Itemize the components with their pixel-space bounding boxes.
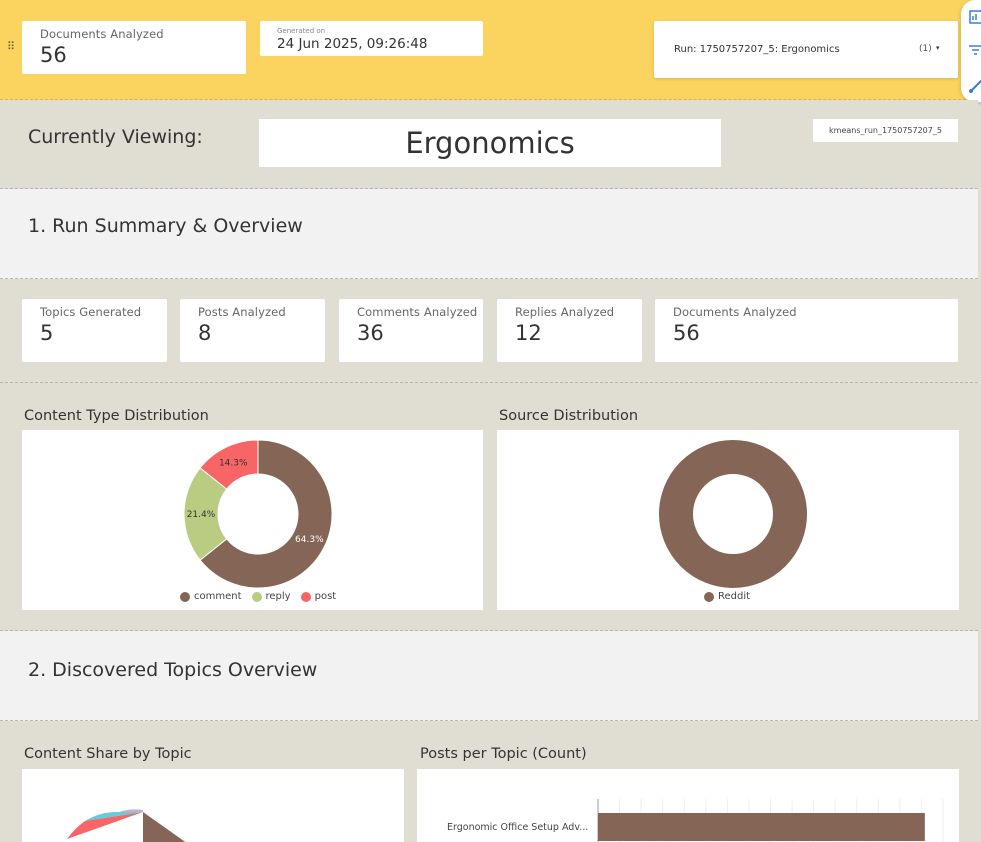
run-selector-count: (1) — [919, 44, 932, 54]
kpi-label: Documents Analyzed — [40, 27, 164, 41]
posts-per-topic-bars — [597, 799, 944, 842]
donut-data-label: 14.3% — [219, 459, 248, 469]
section-discovered-topics: 2. Discovered Topics Overview — [0, 631, 978, 721]
bar-value-label: 36 — [908, 822, 921, 833]
chart-legend: comment reply post — [180, 591, 336, 602]
chart-title: Content Type Distribution — [24, 408, 209, 424]
chevron-down-icon: ▾ — [936, 44, 940, 52]
bar-category-label: Ergonomic Office Setup Adv... — [447, 822, 589, 833]
chart-title: Posts per Topic (Count) — [420, 746, 587, 762]
add-chart-icon[interactable] — [968, 7, 981, 25]
run-selector[interactable]: Run: 1750757207_5: Ergonomics (1) ▾ — [654, 21, 958, 78]
legend-swatch — [251, 591, 262, 602]
header-docs-analyzed-card: Documents Analyzed 56 — [22, 21, 246, 74]
section-title: 2. Discovered Topics Overview — [28, 659, 318, 681]
kpi-label: Posts Analyzed — [198, 305, 286, 319]
side-toolbar — [961, 0, 981, 102]
kpi-posts-analyzed: Posts Analyzed 8 — [180, 299, 325, 362]
content-share-pie — [67, 809, 186, 842]
current-topic-title: Ergonomics — [259, 119, 721, 167]
kpi-topics-generated: Topics Generated 5 — [22, 299, 167, 362]
source-donut — [659, 440, 807, 588]
kpi-label: Comments Analyzed — [357, 305, 478, 319]
legend-item[interactable]: post — [300, 591, 337, 602]
kpi-value: 56 — [40, 43, 67, 67]
legend-label: Reddit — [718, 591, 751, 602]
kpi-replies-analyzed: Replies Analyzed 12 — [497, 299, 642, 362]
donut-data-label: 21.4% — [187, 510, 216, 520]
pie-slice-topic-5 — [119, 809, 143, 812]
paint-brush-icon[interactable] — [968, 76, 981, 94]
kpi-row: Topics Generated 5 Posts Analyzed 8 Comm… — [0, 279, 978, 383]
legend-swatch — [300, 591, 311, 602]
content-share-chart — [22, 769, 404, 842]
chart-title: Source Distribution — [499, 408, 639, 424]
run-id-badge: kmeans_run_1750757207_5 — [813, 119, 958, 142]
currently-viewing-section: Currently Viewing: Ergonomics kmeans_run… — [0, 100, 978, 189]
bar-0[interactable] — [598, 813, 925, 841]
generated-on-card: Generated on 24 Jun 2025, 09:26:48 — [260, 21, 483, 56]
drag-handle-icon[interactable]: ⠿ — [7, 40, 17, 53]
content-type-chart: 64.3% 21.4% 14.3% comment reply post — [22, 430, 483, 610]
donut-slice-comment[interactable] — [199, 439, 333, 589]
chart-legend: Reddit — [704, 591, 750, 602]
kpi-label: Replies Analyzed — [515, 305, 615, 319]
header-bar: ⠿ Documents Analyzed 56 Generated on 24 … — [0, 0, 981, 100]
kpi-value: 8 — [198, 321, 212, 345]
pie-slice-topic-1 — [143, 812, 186, 842]
legend-swatch — [704, 591, 714, 602]
donut-slice-reddit[interactable] — [659, 440, 807, 588]
legend-swatch — [180, 591, 190, 602]
run-selector-label: Run: 1750757207_5: Ergonomics — [674, 44, 840, 55]
kpi-comments-analyzed: Comments Analyzed 36 — [339, 299, 483, 362]
kpi-value: 36 — [357, 321, 384, 345]
posts-per-topic-chart: Ergonomic Office Setup Adv... 36 — [417, 769, 959, 842]
legend-label: reply — [265, 591, 291, 602]
generated-value: 24 Jun 2025, 09:26:48 — [277, 36, 428, 52]
legend-label: post — [314, 591, 337, 602]
kpi-value: 56 — [673, 321, 700, 345]
currently-viewing-label: Currently Viewing: — [28, 126, 203, 148]
chart-title: Content Share by Topic — [24, 746, 192, 762]
legend-item[interactable]: reply — [251, 591, 291, 602]
kpi-documents-analyzed: Documents Analyzed 56 — [655, 299, 958, 362]
topic-charts-row: Content Share by Topic Posts per Topic (… — [0, 721, 978, 842]
pie-slice-topic-4 — [85, 811, 143, 821]
legend-label: comment — [194, 591, 242, 602]
kpi-value: 12 — [515, 321, 542, 345]
legend-item[interactable]: comment — [180, 591, 242, 602]
legend-item[interactable]: Reddit — [704, 591, 750, 602]
source-chart: Reddit — [497, 430, 959, 610]
section-run-summary: 1. Run Summary & Overview — [0, 189, 978, 279]
donut-data-label: 64.3% — [295, 535, 324, 545]
generated-label: Generated on — [277, 27, 326, 35]
pie-slice-topic-3 — [67, 812, 143, 839]
distribution-charts-row: Content Type Distribution 64.3% 21.4% 14.3… — [0, 383, 978, 631]
kpi-label: Documents Analyzed — [673, 305, 797, 319]
kpi-value: 5 — [40, 321, 54, 345]
filter-add-icon[interactable] — [968, 41, 981, 59]
content-type-donut: 64.3% 21.4% 14.3% — [183, 439, 333, 589]
kpi-label: Topics Generated — [40, 305, 142, 319]
section-title: 1. Run Summary & Overview — [28, 215, 303, 237]
donut-slice-post[interactable] — [199, 439, 259, 490]
